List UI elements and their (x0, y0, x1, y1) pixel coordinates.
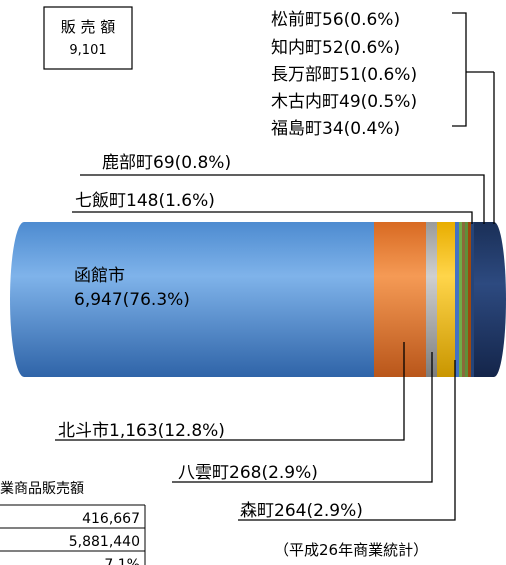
segment-shikabe (455, 222, 460, 377)
label-hakodate-value: 6,947(76.3%) (74, 290, 190, 310)
label-matsumae: 松前町56(0.6%) (271, 10, 400, 30)
cylinder (10, 222, 506, 377)
total-title: 販 売 額 (61, 18, 116, 36)
side-table-header: 業商品販売額 (0, 481, 84, 497)
side-table-row-3: 7.1% (104, 557, 140, 565)
segment-fukushima (471, 222, 475, 377)
side-table-grid (0, 504, 146, 565)
label-yakumo: 八雲町268(2.9%) (178, 463, 318, 483)
segment-nanae (426, 222, 440, 377)
label-kikonai: 木古内町49(0.5%) (271, 92, 417, 112)
source-note: （平成26年商業統計） (274, 541, 428, 559)
cylinder-end-cap (482, 222, 506, 377)
total-box (43, 6, 133, 70)
segment-oshamambe (465, 222, 469, 377)
side-table-row-1: 416,667 (82, 511, 140, 527)
segment-kikonai (468, 222, 472, 377)
label-hakodate-name: 函館市 (74, 266, 125, 286)
label-nanae: 七飯町148(1.6%) (75, 191, 215, 211)
label-shiriuchi: 知内町52(0.6%) (271, 38, 400, 58)
label-oshamambe: 長万部町51(0.6%) (271, 65, 417, 85)
segment-hakodate (10, 222, 381, 377)
label-mori: 森町264(2.9%) (240, 501, 363, 521)
segment-shiriuchi (462, 222, 466, 377)
label-hokuto: 北斗市1,163(12.8%) (58, 421, 225, 441)
total-value: 9,101 (69, 43, 106, 58)
segment-mori (445, 222, 457, 377)
segment-hokuto (374, 222, 432, 377)
leader-lines (55, 12, 495, 521)
side-table-row-2: 5,881,440 (69, 534, 140, 550)
label-shikabe: 鹿部町69(0.8%) (102, 153, 231, 173)
segment-matsumae (459, 222, 463, 377)
segment-yakumo (437, 222, 448, 377)
label-fukushima: 福島町34(0.4%) (271, 119, 400, 139)
